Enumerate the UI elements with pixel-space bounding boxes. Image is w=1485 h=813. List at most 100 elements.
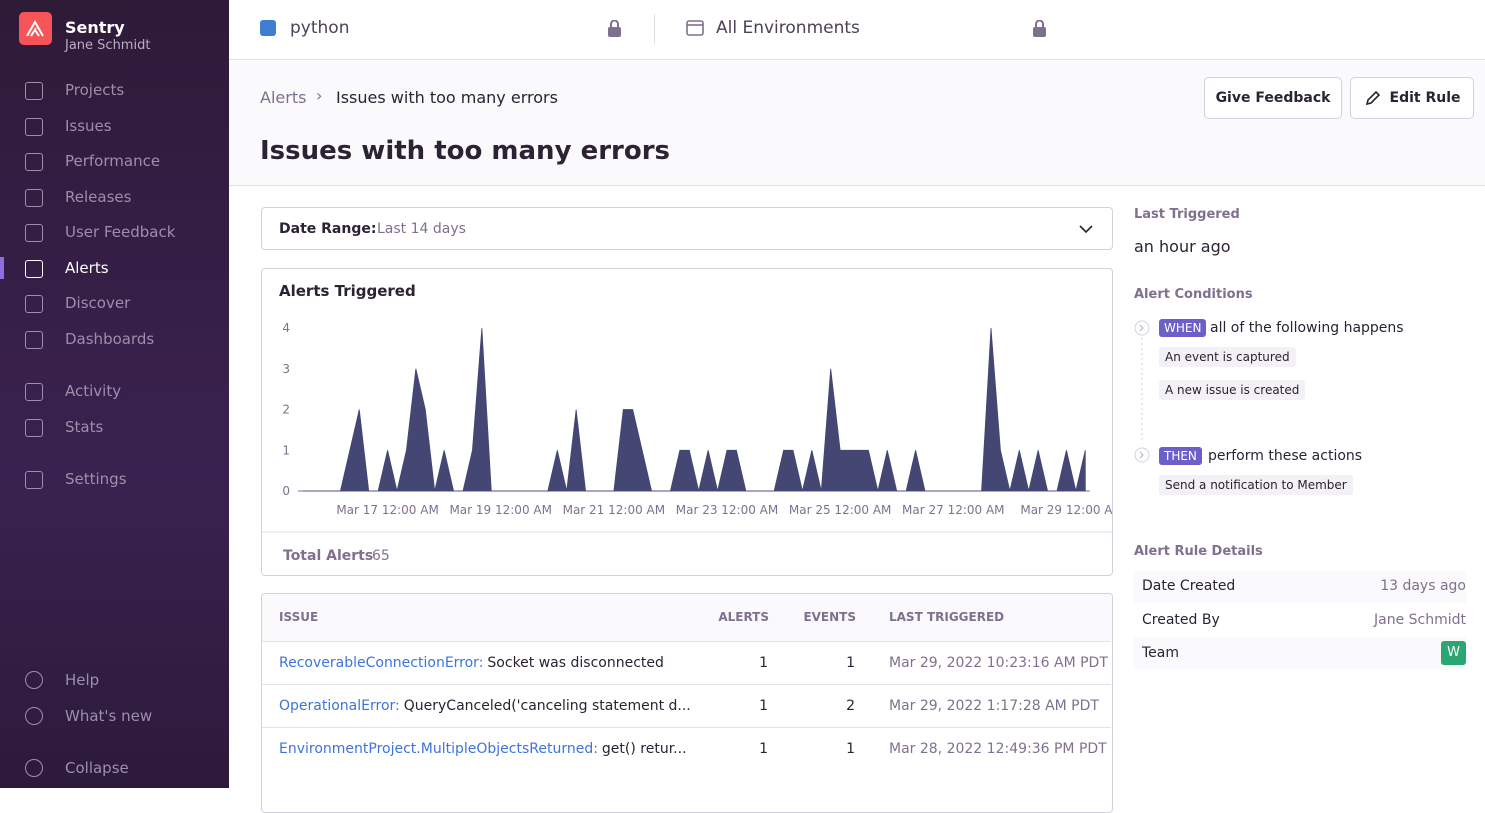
detail-row: Created By Jane Schmidt [1134, 604, 1466, 637]
issue-message: get() retur... [601, 741, 687, 757]
breadcrumb-current: Issues with too many errors [336, 88, 558, 107]
events-count: 1 [846, 655, 855, 671]
chart-title: Alerts Triggered [279, 282, 416, 300]
active-indicator [0, 257, 4, 279]
table-row: EnvironmentProject.MultipleObjectsReturn… [262, 727, 1111, 771]
section-title: Alert Conditions [1134, 287, 1253, 302]
y-tick-label: 1 [282, 443, 290, 457]
divider [654, 14, 655, 44]
x-tick-label: Mar 27 12:00 AM [902, 503, 1005, 517]
nav-item[interactable]: Stats [65, 418, 104, 436]
section-title: Alert Rule Details [1134, 544, 1263, 559]
org-name[interactable]: Sentry [65, 18, 125, 37]
when-text: all of the following happens [1210, 320, 1404, 336]
column-header: LAST TRIGGERED [889, 610, 1005, 624]
nav-item[interactable]: Help [65, 671, 100, 689]
nav-item[interactable]: User Feedback [65, 223, 176, 241]
breadcrumb-separator: › [316, 86, 323, 105]
total-value: 65 [372, 548, 390, 564]
org-avatar [19, 12, 52, 45]
trigger-tag: An event is captured [1159, 347, 1296, 367]
events-count: 2 [846, 698, 855, 714]
issue-message: QueryCanceled('canceling statement d... [403, 698, 691, 714]
x-tick-label: Mar 29 12:00 A [1020, 503, 1112, 517]
nav-icon [25, 707, 43, 725]
nav-item[interactable]: Alerts [65, 259, 109, 277]
nav-icon [25, 331, 43, 349]
issue-type[interactable]: RecoverableConnectionError: [279, 655, 484, 671]
nav-icon [25, 759, 43, 777]
nav-icon [25, 153, 43, 171]
last-triggered: Mar 29, 2022 10:23:16 AM PDT [889, 655, 1108, 671]
nav-item[interactable]: Releases [65, 188, 132, 206]
column-header: ALERTS [718, 610, 769, 624]
lock-icon [608, 20, 621, 37]
nav-item[interactable]: Issues [65, 117, 112, 135]
table-header: ISSUE ALERTS EVENTS LAST TRIGGERED [262, 594, 1112, 641]
then-badge: THEN [1159, 447, 1202, 465]
then-text: perform these actions [1208, 448, 1363, 464]
last-triggered: Mar 29, 2022 1:17:28 AM PDT [889, 698, 1099, 714]
x-tick-label: Mar 25 12:00 AM [789, 503, 892, 517]
nav-item[interactable]: Collapse [65, 759, 129, 777]
detail-label: Created By [1142, 611, 1220, 628]
user-name: Jane Schmidt [65, 38, 151, 53]
breadcrumb-link[interactable]: Alerts [260, 88, 307, 107]
env-icon [686, 20, 704, 36]
events-count: 1 [846, 741, 855, 757]
nav-item[interactable]: Performance [65, 152, 161, 170]
feedback-button[interactable]: Give Feedback [1204, 77, 1342, 119]
detail-value: 13 days ago [1380, 578, 1466, 594]
sidebar: Sentry Jane Schmidt Projects Issues Perfor… [0, 0, 229, 788]
date-range-label: Date Range: [279, 221, 377, 237]
nav-item[interactable]: Discover [65, 294, 131, 312]
table-row: OperationalError: QueryCanceled('cancelin… [262, 684, 1111, 728]
condition-timeline [1134, 320, 1150, 463]
alerts-count: 1 [759, 741, 768, 757]
issue-type[interactable]: OperationalError: [279, 698, 400, 714]
team-avatar: W [1441, 641, 1466, 665]
alerts-count: 1 [759, 698, 768, 714]
nav-item[interactable]: Projects [65, 81, 125, 99]
nav-icon [25, 383, 43, 401]
chart: Alerts Triggered Total Alerts 65 0 1 2 3 4 Ma… [262, 282, 1113, 564]
column-header: EVENTS [803, 610, 856, 624]
nav-icon [25, 295, 43, 313]
detail-value: Jane Schmidt [1373, 611, 1466, 628]
y-tick-label: 0 [282, 484, 290, 498]
project-icon [260, 20, 276, 36]
trigger-tag: A new issue is created [1159, 380, 1306, 400]
nav-item[interactable]: What's new [65, 707, 153, 725]
nav-icon [25, 224, 43, 242]
nav-item[interactable]: Settings [65, 470, 127, 488]
detail-row: Date Created 13 days ago [1134, 570, 1466, 603]
last-triggered: Mar 28, 2022 12:49:36 PM PDT [889, 741, 1107, 757]
last-triggered: an hour ago [1134, 237, 1231, 256]
environment-selector[interactable]: All Environments [716, 18, 860, 38]
issue-type[interactable]: EnvironmentProject.MultipleObjectsReturn… [279, 741, 598, 757]
detail-label: Date Created [1142, 578, 1236, 594]
lock-icon [1033, 20, 1046, 37]
when-badge: WHEN [1159, 319, 1207, 337]
issues-table: ISSUE ALERTS EVENTS LAST TRIGGERED Recovera… [261, 593, 1113, 813]
page-title: Issues with too many errors [260, 136, 671, 166]
detail-row: Team W [1134, 637, 1466, 670]
nav-icon [25, 260, 43, 278]
x-tick-label: Mar 19 12:00 AM [449, 503, 551, 517]
y-tick-label: 4 [282, 321, 290, 335]
edit-rule-button[interactable]: Edit Rule [1350, 77, 1474, 119]
x-tick-label: Mar 21 12:00 AM [563, 503, 666, 517]
nav-item[interactable]: Activity [65, 382, 122, 400]
table-row: RecoverableConnectionError: Socket was di… [262, 641, 1111, 685]
nav-item[interactable]: Dashboards [65, 330, 155, 348]
date-range-picker[interactable]: Date Range: Last 14 days [261, 207, 1113, 250]
nav-icon [25, 118, 43, 136]
logo [26, 19, 44, 37]
detail-label: Team [1142, 645, 1180, 661]
project-selector[interactable]: python [290, 18, 350, 38]
issue-message: Socket was disconnected [487, 655, 664, 671]
nav-icon [25, 471, 43, 489]
total-label: Total Alerts [283, 548, 373, 564]
x-tick-label: Mar 23 12:00 AM [676, 503, 779, 517]
